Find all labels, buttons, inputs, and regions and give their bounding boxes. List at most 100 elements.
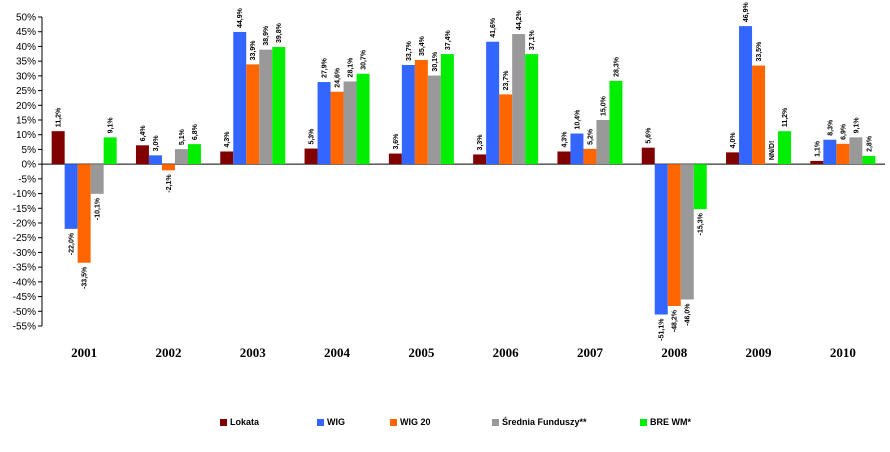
data-label: 24,6% bbox=[335, 67, 342, 88]
bar bbox=[752, 65, 766, 165]
data-label: -48,2% bbox=[672, 309, 679, 332]
y-tick-label: -50% bbox=[13, 307, 36, 318]
data-label: 39,8% bbox=[276, 22, 283, 43]
data-label: 44,9% bbox=[237, 7, 244, 28]
data-label: -10,1% bbox=[95, 197, 102, 220]
legend-item: WIG 20 bbox=[390, 417, 431, 427]
legend-swatch bbox=[317, 418, 324, 426]
legend-label: Lokata bbox=[230, 417, 260, 427]
data-label: 41,6% bbox=[490, 17, 497, 38]
category-label: 2009 bbox=[746, 345, 773, 360]
data-label: 2,8% bbox=[866, 135, 873, 152]
bar bbox=[220, 151, 234, 165]
y-tick-label: 25% bbox=[16, 86, 36, 97]
legend-swatch bbox=[390, 418, 397, 426]
y-tick-label: 0% bbox=[22, 160, 37, 171]
data-label: 30,7% bbox=[361, 49, 368, 70]
legend-swatch bbox=[492, 418, 499, 426]
y-tick-label: 50% bbox=[16, 13, 36, 24]
legend-item: Lokata bbox=[220, 417, 259, 427]
bar bbox=[90, 164, 104, 194]
data-label: 30,1% bbox=[432, 51, 439, 72]
data-label: 28,3% bbox=[613, 56, 620, 77]
data-label: 37,4% bbox=[445, 29, 452, 50]
data-label: 38,9% bbox=[263, 25, 270, 46]
y-tick-label: -35% bbox=[13, 263, 36, 274]
data-label: 10,4% bbox=[574, 109, 581, 130]
y-tick-label: 10% bbox=[16, 130, 36, 141]
bar bbox=[330, 91, 344, 165]
y-tick-label: -10% bbox=[13, 189, 36, 200]
legend-label: BRE WM* bbox=[650, 417, 691, 427]
data-label: 44,2% bbox=[516, 9, 523, 30]
y-tick-label: -5% bbox=[18, 174, 36, 185]
data-label: 33,7% bbox=[406, 40, 413, 61]
data-label: 35,4% bbox=[419, 35, 426, 56]
data-label: 9,1% bbox=[108, 117, 115, 134]
legend-label: WIG 20 bbox=[400, 417, 431, 427]
data-label: -22,0% bbox=[69, 232, 76, 255]
legend-item: Średnia Funduszy** bbox=[492, 417, 587, 427]
y-tick-label: 15% bbox=[16, 116, 36, 127]
legend-swatch bbox=[640, 418, 647, 426]
y-tick-label: -20% bbox=[13, 219, 36, 230]
category-label: 2010 bbox=[830, 345, 856, 360]
y-tick-label: -45% bbox=[13, 292, 36, 303]
bar bbox=[356, 73, 370, 165]
bar bbox=[641, 147, 655, 165]
bar bbox=[187, 144, 201, 165]
bar bbox=[693, 164, 707, 210]
bar bbox=[343, 81, 357, 165]
data-label: 27,9% bbox=[322, 57, 329, 78]
data-label: 28,1% bbox=[348, 57, 355, 78]
bar bbox=[654, 164, 668, 315]
legend-label: WIG bbox=[327, 417, 345, 427]
data-label: 4,3% bbox=[561, 131, 568, 148]
y-tick-label: 40% bbox=[16, 42, 36, 53]
data-label: 3,6% bbox=[393, 133, 400, 150]
bar bbox=[440, 54, 454, 165]
data-label: 3,3% bbox=[477, 134, 484, 151]
bar bbox=[570, 133, 584, 165]
bar bbox=[259, 49, 273, 165]
data-label: -15,3% bbox=[698, 212, 705, 235]
bar bbox=[388, 153, 402, 165]
data-label: 3,0% bbox=[153, 135, 160, 152]
category-label: 2001 bbox=[71, 345, 97, 360]
bar bbox=[161, 164, 175, 171]
legend: Lokata WIG WIG 20 Średnia Funduszy** BRE WM* bbox=[220, 417, 740, 431]
category-label: 2008 bbox=[661, 345, 688, 360]
data-label: 46,9% bbox=[743, 1, 750, 22]
bar bbox=[583, 148, 597, 165]
bar bbox=[726, 152, 740, 165]
data-label: 33,9% bbox=[250, 40, 257, 61]
bar bbox=[525, 54, 539, 165]
bar bbox=[233, 32, 247, 165]
bar bbox=[473, 154, 487, 165]
data-label: -51,1% bbox=[659, 318, 666, 341]
category-label: 2002 bbox=[155, 345, 181, 360]
data-label: 5,3% bbox=[309, 128, 316, 145]
data-label: 6,9% bbox=[840, 123, 847, 140]
y-tick-label: -25% bbox=[13, 233, 36, 244]
bar bbox=[51, 131, 65, 165]
legend-label: Średnia Funduszy** bbox=[502, 417, 587, 427]
bar bbox=[596, 120, 610, 165]
bar bbox=[778, 131, 792, 165]
y-tick-label: -40% bbox=[13, 277, 36, 288]
bar bbox=[401, 64, 415, 165]
data-label: 11,2% bbox=[56, 107, 63, 127]
data-label: 6,4% bbox=[140, 125, 147, 142]
bar bbox=[667, 164, 681, 306]
bar bbox=[680, 164, 694, 300]
category-label: 2005 bbox=[408, 345, 435, 360]
bar bbox=[849, 137, 863, 165]
bar bbox=[317, 82, 331, 165]
data-label: NN/D! bbox=[769, 141, 776, 160]
bar bbox=[499, 94, 513, 165]
bar bbox=[148, 155, 162, 165]
category-labels: 2001 2002 2003 2004 2005 2006 2007 2008 2009 2010 bbox=[71, 345, 856, 360]
bar bbox=[427, 75, 441, 165]
legend-swatch bbox=[220, 418, 227, 426]
